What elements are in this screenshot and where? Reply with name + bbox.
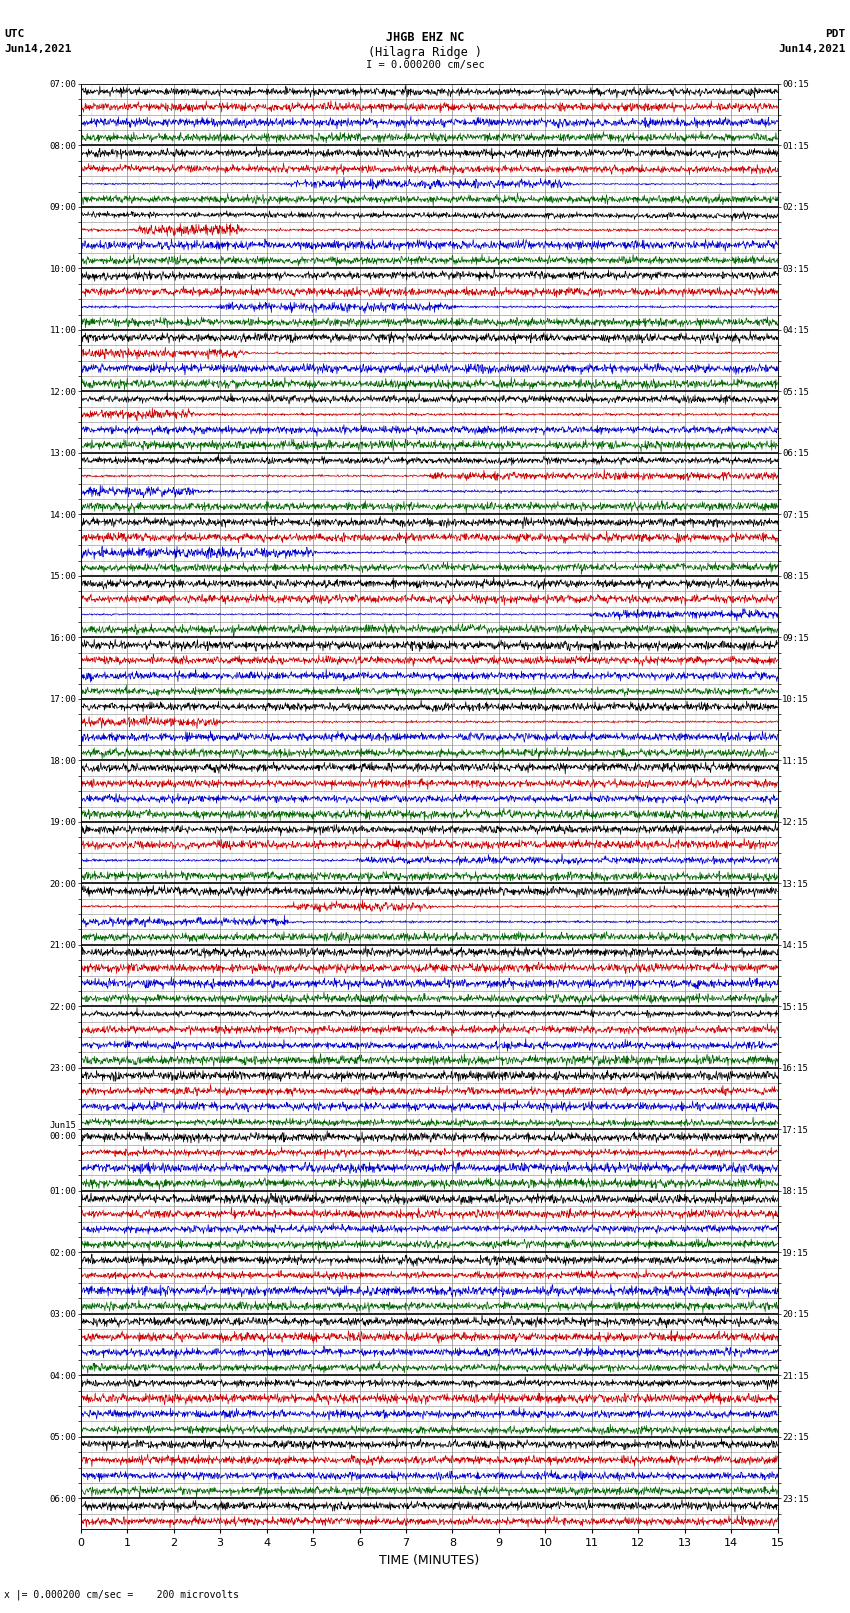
Text: JHGB EHZ NC: JHGB EHZ NC bbox=[386, 31, 464, 45]
Text: x |= 0.000200 cm/sec =    200 microvolts: x |= 0.000200 cm/sec = 200 microvolts bbox=[4, 1589, 239, 1600]
X-axis label: TIME (MINUTES): TIME (MINUTES) bbox=[379, 1553, 479, 1566]
Text: (Hilagra Ridge ): (Hilagra Ridge ) bbox=[368, 45, 482, 60]
Text: PDT: PDT bbox=[825, 29, 846, 39]
Text: I = 0.000200 cm/sec: I = 0.000200 cm/sec bbox=[366, 60, 484, 71]
Text: UTC: UTC bbox=[4, 29, 25, 39]
Text: Jun14,2021: Jun14,2021 bbox=[4, 44, 71, 53]
Text: Jun14,2021: Jun14,2021 bbox=[779, 44, 846, 53]
